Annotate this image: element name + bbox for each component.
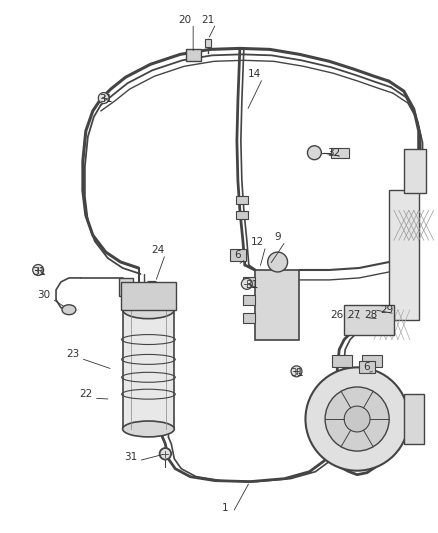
Circle shape bbox=[33, 264, 44, 276]
Text: 32: 32 bbox=[328, 148, 341, 158]
Text: 31: 31 bbox=[32, 267, 46, 277]
Circle shape bbox=[307, 146, 321, 160]
Circle shape bbox=[268, 252, 288, 272]
Text: 31: 31 bbox=[99, 94, 113, 104]
Bar bbox=[236, 212, 248, 219]
Bar bbox=[331, 148, 349, 158]
Text: 28: 28 bbox=[364, 310, 378, 320]
Bar bbox=[344, 305, 394, 335]
Bar bbox=[186, 50, 201, 61]
Circle shape bbox=[159, 448, 171, 460]
Text: 1: 1 bbox=[222, 504, 228, 513]
Bar bbox=[123, 310, 174, 429]
Bar bbox=[332, 356, 352, 367]
Bar bbox=[236, 197, 248, 204]
Bar bbox=[362, 356, 382, 367]
Text: 27: 27 bbox=[347, 310, 361, 320]
Bar bbox=[243, 295, 255, 305]
Text: 24: 24 bbox=[151, 245, 164, 255]
Bar bbox=[230, 249, 246, 261]
Text: 31: 31 bbox=[124, 452, 137, 462]
Circle shape bbox=[344, 406, 370, 432]
Circle shape bbox=[98, 93, 109, 103]
Text: 6: 6 bbox=[364, 362, 371, 373]
Text: 20: 20 bbox=[179, 14, 192, 25]
Text: 30: 30 bbox=[38, 290, 51, 300]
Text: 23: 23 bbox=[66, 350, 80, 359]
Ellipse shape bbox=[123, 301, 174, 319]
Text: 29: 29 bbox=[380, 305, 394, 314]
Circle shape bbox=[241, 278, 252, 289]
Bar bbox=[119, 278, 133, 296]
Text: 12: 12 bbox=[251, 237, 265, 247]
Text: 9: 9 bbox=[274, 232, 281, 242]
Bar bbox=[205, 39, 211, 47]
Bar bbox=[243, 277, 255, 287]
Text: 31: 31 bbox=[245, 280, 258, 290]
Bar bbox=[359, 361, 375, 373]
Bar bbox=[404, 149, 426, 193]
Circle shape bbox=[160, 448, 171, 459]
Text: 6: 6 bbox=[235, 250, 241, 260]
Text: 21: 21 bbox=[201, 14, 215, 25]
Ellipse shape bbox=[62, 305, 76, 314]
Bar bbox=[404, 394, 424, 444]
Circle shape bbox=[305, 367, 409, 471]
Circle shape bbox=[325, 387, 389, 451]
Bar bbox=[389, 190, 419, 320]
Bar bbox=[243, 313, 255, 322]
Text: 26: 26 bbox=[331, 310, 344, 320]
Text: 22: 22 bbox=[79, 389, 92, 399]
Text: 31: 31 bbox=[290, 368, 303, 378]
Circle shape bbox=[291, 366, 302, 377]
Text: 14: 14 bbox=[248, 69, 261, 79]
Bar bbox=[255, 270, 300, 340]
Bar bbox=[120, 282, 176, 310]
Ellipse shape bbox=[123, 421, 174, 437]
